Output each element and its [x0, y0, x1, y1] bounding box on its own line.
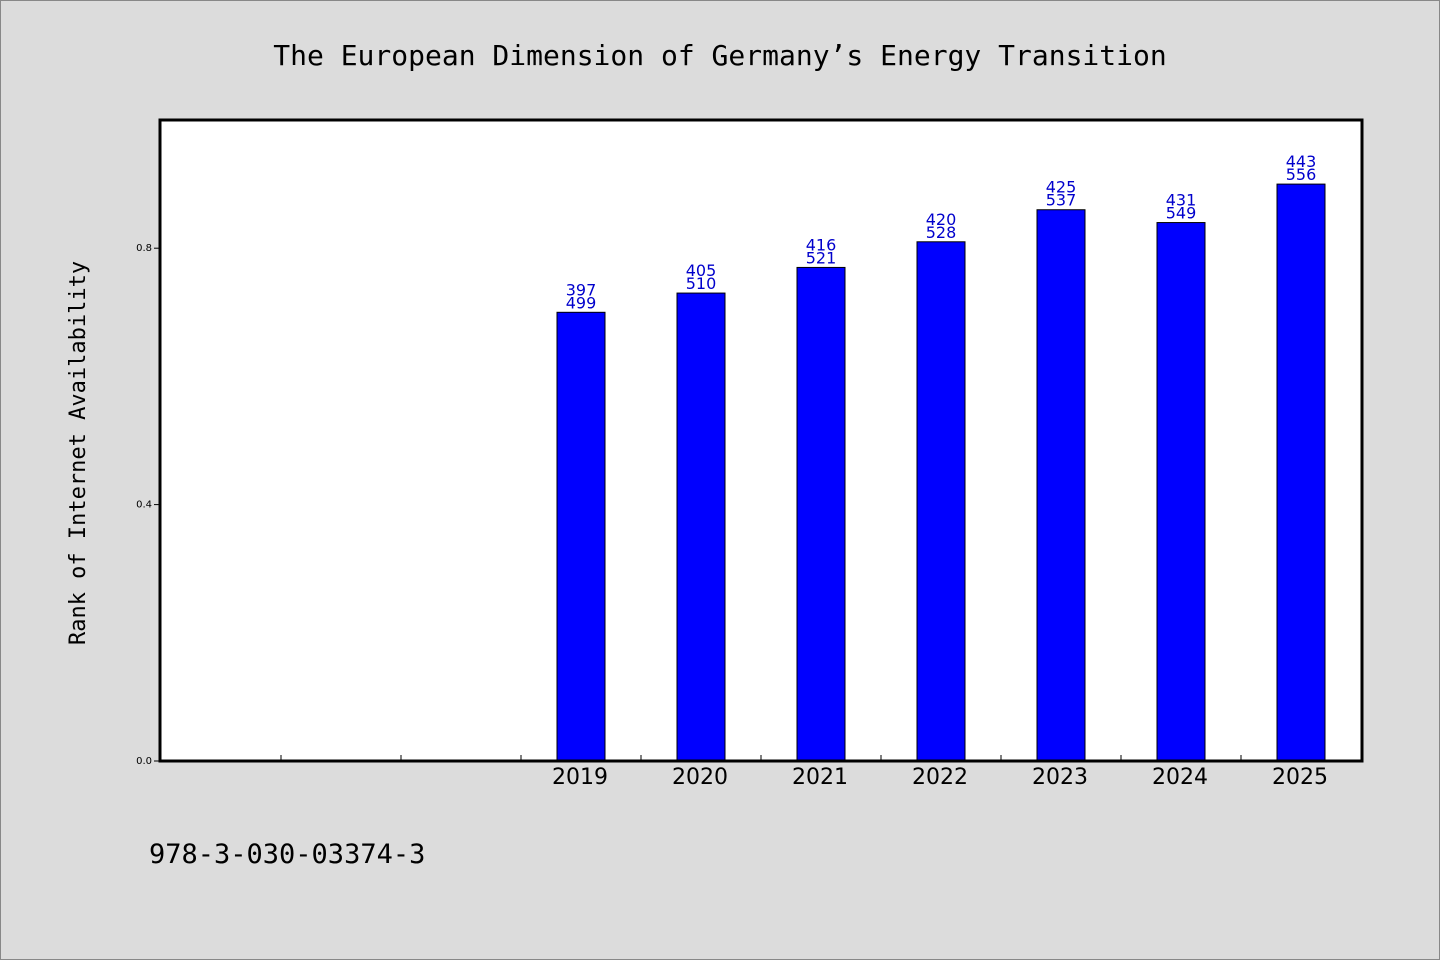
data-label-bottom-2021: 521	[806, 248, 837, 267]
data-label-top-2019: 397	[566, 280, 597, 299]
x-tick-label-2019: 2019	[552, 765, 608, 790]
data-label-bottom-2022: 528	[926, 223, 957, 242]
x-tick-label-2020: 2020	[672, 765, 728, 790]
data-label-bottom-2020: 510	[686, 274, 717, 293]
x-tick-label-2024: 2024	[1152, 765, 1208, 790]
bar-2025	[1276, 183, 1326, 762]
x-tick-label-2025: 2025	[1272, 765, 1328, 790]
data-label-top-2024: 431	[1166, 191, 1197, 210]
data-label-bottom-2019: 499	[566, 293, 597, 312]
data-label-bottom-2023: 537	[1046, 191, 1077, 210]
bar-2023	[1036, 209, 1086, 762]
bar-2024	[1156, 222, 1206, 762]
data-label-top-2025: 443	[1286, 152, 1317, 171]
plot-border	[158, 118, 1364, 763]
bar-2021	[796, 266, 846, 762]
x-tick-label-2023: 2023	[1032, 765, 1088, 790]
y-axis-ticks: 0.0 0.4 0.8	[136, 243, 160, 767]
bar-2019	[556, 311, 606, 762]
y-tick-label: 0.8	[136, 243, 152, 254]
y-axis-label: Rank of Internet Availability	[66, 261, 91, 645]
data-label-top-2020: 405	[686, 261, 717, 280]
data-label-top-2021: 416	[806, 235, 837, 254]
chart-title: The European Dimension of Germany’s Ener…	[273, 39, 1166, 72]
data-label-bottom-2024: 549	[1166, 204, 1197, 223]
x-tick-label-2021: 2021	[792, 765, 848, 790]
bars	[556, 183, 1326, 762]
y-tick-label: 0.4	[136, 500, 152, 511]
data-label-bottom-2025: 556	[1286, 165, 1317, 184]
isbn-footer: 978-3-030-03374-3	[149, 839, 425, 870]
x-axis-tick-labels: 2019 2020 2021 2022 2023 2024 2025	[552, 765, 1328, 790]
bar-2022	[916, 241, 966, 762]
data-label-top-2023: 425	[1046, 178, 1077, 197]
x-tick-label-2022: 2022	[912, 765, 968, 790]
y-tick-label: 0.0	[136, 756, 152, 767]
data-label-top-2022: 420	[926, 210, 957, 229]
bar-2020	[676, 292, 726, 762]
